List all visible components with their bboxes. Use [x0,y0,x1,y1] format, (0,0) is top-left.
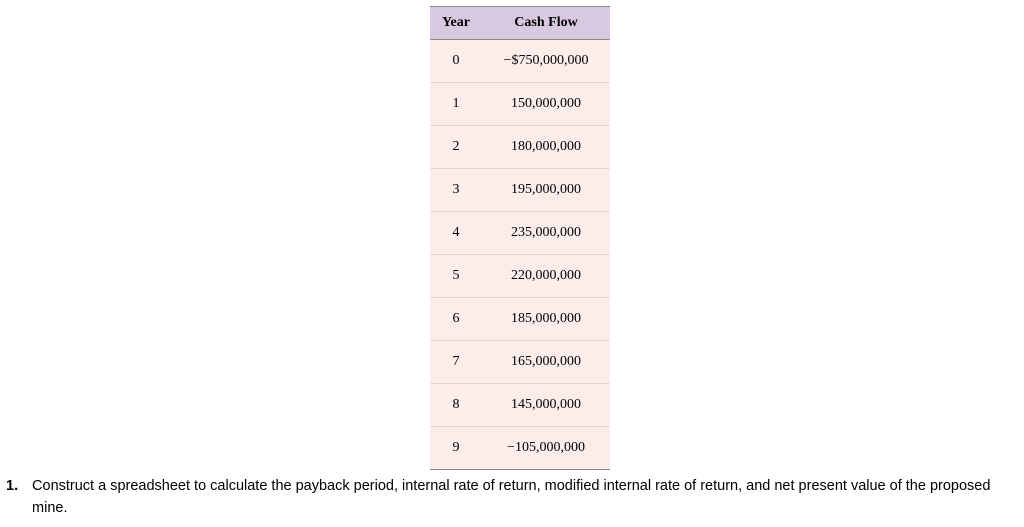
cashflow-table-wrap: Year Cash Flow 0 −$750,000,000 1 150,000… [430,6,610,470]
question-text: Construct a spreadsheet to calculate the… [32,476,1012,520]
cell-cash: 165,000,000 [482,341,610,384]
cell-year: 0 [430,40,482,83]
table-row: 5 220,000,000 [430,255,610,298]
cell-cash: 150,000,000 [482,83,610,126]
cell-year: 5 [430,255,482,298]
cell-year: 3 [430,169,482,212]
table-header-row: Year Cash Flow [430,7,610,40]
table-row: 3 195,000,000 [430,169,610,212]
table-row: 1 150,000,000 [430,83,610,126]
cell-year: 8 [430,384,482,427]
cell-year: 6 [430,298,482,341]
col-header-cashflow: Cash Flow [482,7,610,40]
cell-year: 9 [430,427,482,470]
table-row: 0 −$750,000,000 [430,40,610,83]
cell-cash: 185,000,000 [482,298,610,341]
cell-year: 1 [430,83,482,126]
cell-cash: 235,000,000 [482,212,610,255]
cell-year: 2 [430,126,482,169]
table-row: 7 165,000,000 [430,341,610,384]
col-header-year: Year [430,7,482,40]
cell-cash: 195,000,000 [482,169,610,212]
table-row: 8 145,000,000 [430,384,610,427]
table-row: 2 180,000,000 [430,126,610,169]
cashflow-table: Year Cash Flow 0 −$750,000,000 1 150,000… [430,6,610,470]
cell-cash: 145,000,000 [482,384,610,427]
cell-year: 4 [430,212,482,255]
cell-cash: −$750,000,000 [482,40,610,83]
table-row: 9 −105,000,000 [430,427,610,470]
cell-year: 7 [430,341,482,384]
table-row: 6 185,000,000 [430,298,610,341]
question-number: 1. [6,476,28,498]
question-block: 1. Construct a spreadsheet to calculate … [6,476,1018,520]
table-body: 0 −$750,000,000 1 150,000,000 2 180,000,… [430,40,610,470]
table-row: 4 235,000,000 [430,212,610,255]
cell-cash: −105,000,000 [482,427,610,470]
cell-cash: 180,000,000 [482,126,610,169]
cell-cash: 220,000,000 [482,255,610,298]
